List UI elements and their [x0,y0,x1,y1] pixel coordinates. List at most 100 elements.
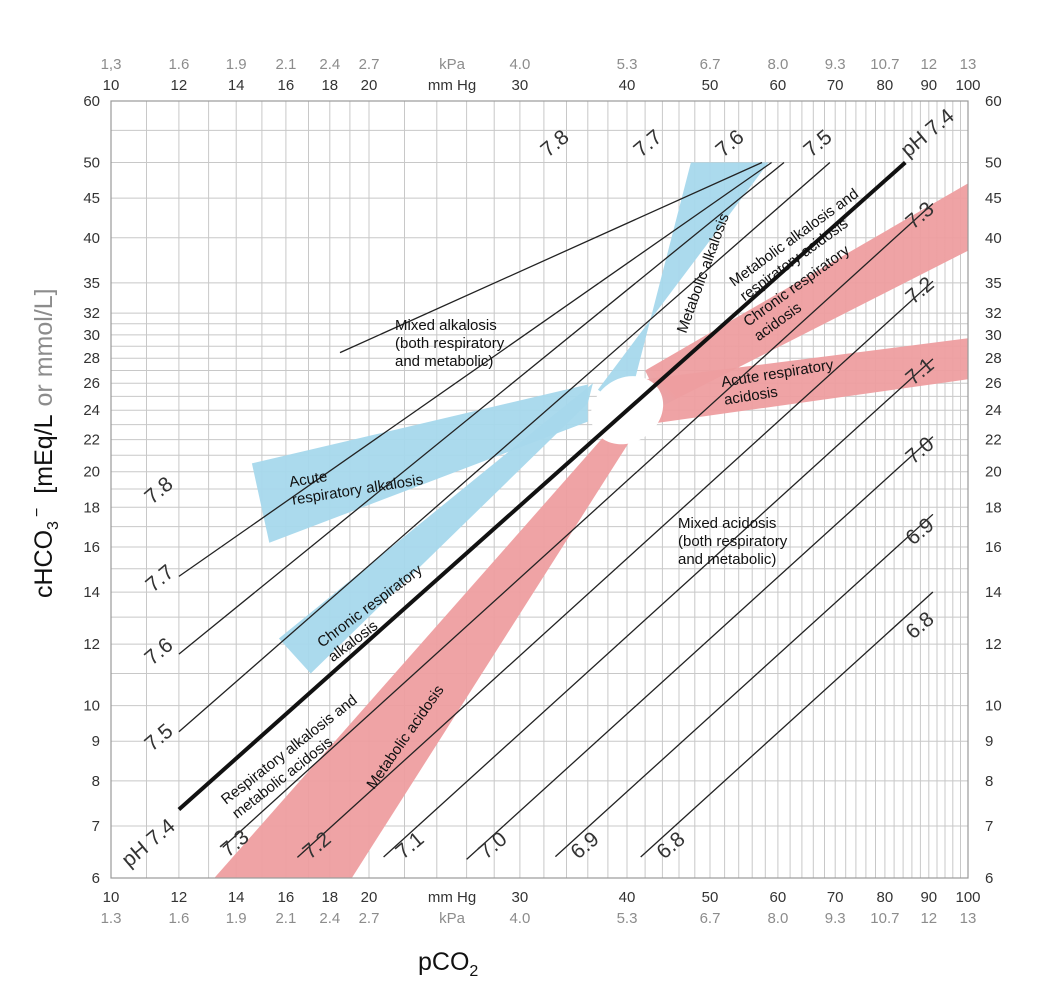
isopleth-line [296,280,934,858]
x-tick-kpa-top: 1.9 [226,56,247,73]
y-tick-right: 7 [985,818,993,835]
y-tick-right: 45 [985,190,1002,207]
y-tick-right: 30 [985,327,1002,344]
y-tick-left: 50 [83,155,100,172]
y-tick-left: 24 [83,402,100,419]
isopleth-label: 7.7 [141,560,178,596]
y-tick-right: 32 [985,305,1002,322]
x-tick-kpa-bottom: 2.7 [359,910,380,927]
isopleth-line [178,161,772,577]
x-tick-kpa-top: 13 [960,56,977,73]
isopleth-line [178,161,785,655]
x-tick-kpa-top: 4.0 [509,56,530,73]
y-tick-right: 9 [985,733,993,750]
y-tick-left: 45 [83,190,100,207]
x-tick-kpa-bottom: 4.0 [509,910,530,927]
y-tick-left: 14 [83,584,100,601]
x-tick-kpa-bottom: 2.1 [275,910,296,927]
y-tick-left: 7 [92,818,100,835]
region-label-line: and metabolic) [395,353,493,370]
x-tick-mmhg-bottom: 30 [512,889,529,906]
x-tick-mmhg-bottom: 70 [827,889,844,906]
plot-border [110,100,969,879]
x-tick-mmhg-bottom: 10 [103,889,120,906]
y-tick-right: 24 [985,402,1002,419]
isopleth-line [466,436,934,860]
isopleth-label: 7.0 [474,827,511,863]
y-tick-right: 35 [985,275,1002,292]
band-acute-respiratory-alkalosis [251,384,588,543]
x-tick-mmhg-bottom: 50 [702,889,719,906]
y-tick-left: 20 [83,464,100,481]
y-tick-left: 18 [83,499,100,516]
y-tick-left: 10 [83,698,100,715]
isopleth-label: pH 7.4 [896,104,958,162]
plot-frame [110,100,969,879]
y-tick-left: 60 [83,93,100,110]
y-axis-title: cHCO3−[mEq/Lor mmol/L] [29,288,62,598]
region-label: Mixed alkalosis (both respiratory and meta… [395,317,505,370]
x-tick-mmhg-top: 100 [955,77,980,94]
x-unit-mmhg-top: mm Hg [428,77,476,94]
x-tick-kpa-top: 5.3 [617,56,638,73]
isopleth-line [339,161,763,354]
region-label-line: Mixed acidosis [678,515,776,532]
y-tick-right: 6 [985,870,993,887]
x-tick-mmhg-top: 16 [278,77,295,94]
x-tick-mmhg-bottom: 60 [770,889,787,906]
x-tick-mmhg-bottom: 14 [228,889,245,906]
y-tick-left: 22 [83,432,100,449]
x-tick-mmhg-bottom: 18 [321,889,338,906]
x-tick-kpa-bottom: 2.4 [319,910,340,927]
y-tick-right: 26 [985,375,1002,392]
band-acute-respiratory-acidosis [645,338,968,425]
isopleth-line [222,203,934,848]
x-tick-mmhg-bottom: 20 [361,889,378,906]
x-tick-kpa-top: 9.3 [825,56,846,73]
x-unit-kpa-bottom: kPa [439,910,466,927]
y-tick-right: 14 [985,584,1002,601]
isopleth-label: 6.9 [566,827,603,863]
x-tick-kpa-bottom: 10.7 [870,910,899,927]
x-tick-mmhg-bottom: 12 [171,889,188,906]
isopleth-line [383,358,934,858]
y-tick-right: 20 [985,464,1002,481]
x-unit-kpa-top: kPa [439,56,466,73]
x-unit-mmhg-bottom: mm Hg [428,889,476,906]
x-tick-kpa-top: 1.6 [168,56,189,73]
x-tick-kpa-bottom: 1.9 [226,910,247,927]
isopleth-line [178,162,831,733]
x-tick-mmhg-top: 14 [228,77,245,94]
x-tick-kpa-top: 2.1 [275,56,296,73]
x-tick-kpa-bottom: 13 [960,910,977,927]
y-tick-right: 16 [985,539,1002,556]
y-tick-left: 9 [92,733,100,750]
isopleth-line [554,513,934,858]
x-tick-kpa-top: 8.0 [767,56,788,73]
axis-ticks: 10 1.3 10 1,3 12 1.6 12 1.6 14 1.9 14 1.9 16 2.1 16 2.1… [83,56,1001,927]
band-metabolic-acidosis [214,403,654,878]
isopleth-label: 6.8 [652,827,689,863]
y-tick-left: 30 [83,327,100,344]
x-tick-kpa-bottom: 5.3 [617,910,638,927]
y-tick-right: 10 [985,698,1002,715]
x-tick-kpa-top: 2.4 [319,56,340,73]
x-tick-kpa-bottom: 6.7 [700,910,721,927]
band-chronic-respiratory-acidosis [645,183,968,406]
x-tick-kpa-bottom: 9.3 [825,910,846,927]
isopleth-label: 6.8 [901,607,938,643]
y-tick-right: 28 [985,350,1002,367]
bands [214,162,968,878]
x-tick-mmhg-top: 30 [512,77,529,94]
y-tick-left: 35 [83,275,100,292]
x-tick-mmhg-top: 12 [171,77,188,94]
x-tick-mmhg-bottom: 80 [877,889,894,906]
x-tick-mmhg-top: 60 [770,77,787,94]
y-tick-left: 16 [83,539,100,556]
isopleth-line [640,591,934,858]
x-tick-kpa-bottom: 8.0 [767,910,788,927]
x-tick-mmhg-top: 80 [877,77,894,94]
x-tick-kpa-bottom: 1.3 [101,910,122,927]
x-tick-kpa-bottom: 12 [920,910,937,927]
